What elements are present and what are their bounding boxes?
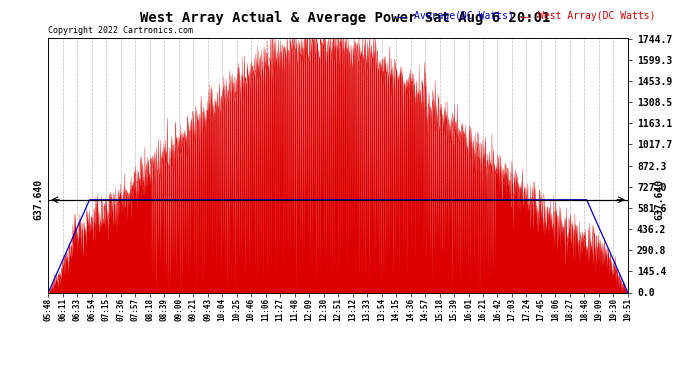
Text: Average(DC Watts): Average(DC Watts) — [414, 11, 514, 21]
Text: 637.640: 637.640 — [654, 179, 664, 220]
Text: ——: —— — [521, 13, 531, 22]
Text: ——: —— — [397, 13, 406, 22]
Text: Copyright 2022 Cartronics.com: Copyright 2022 Cartronics.com — [48, 26, 193, 35]
Text: West Array(DC Watts): West Array(DC Watts) — [538, 11, 656, 21]
Text: 637.640: 637.640 — [33, 179, 43, 220]
Text: West Array Actual & Average Power Sat Aug 6 20:01: West Array Actual & Average Power Sat Au… — [140, 11, 550, 25]
